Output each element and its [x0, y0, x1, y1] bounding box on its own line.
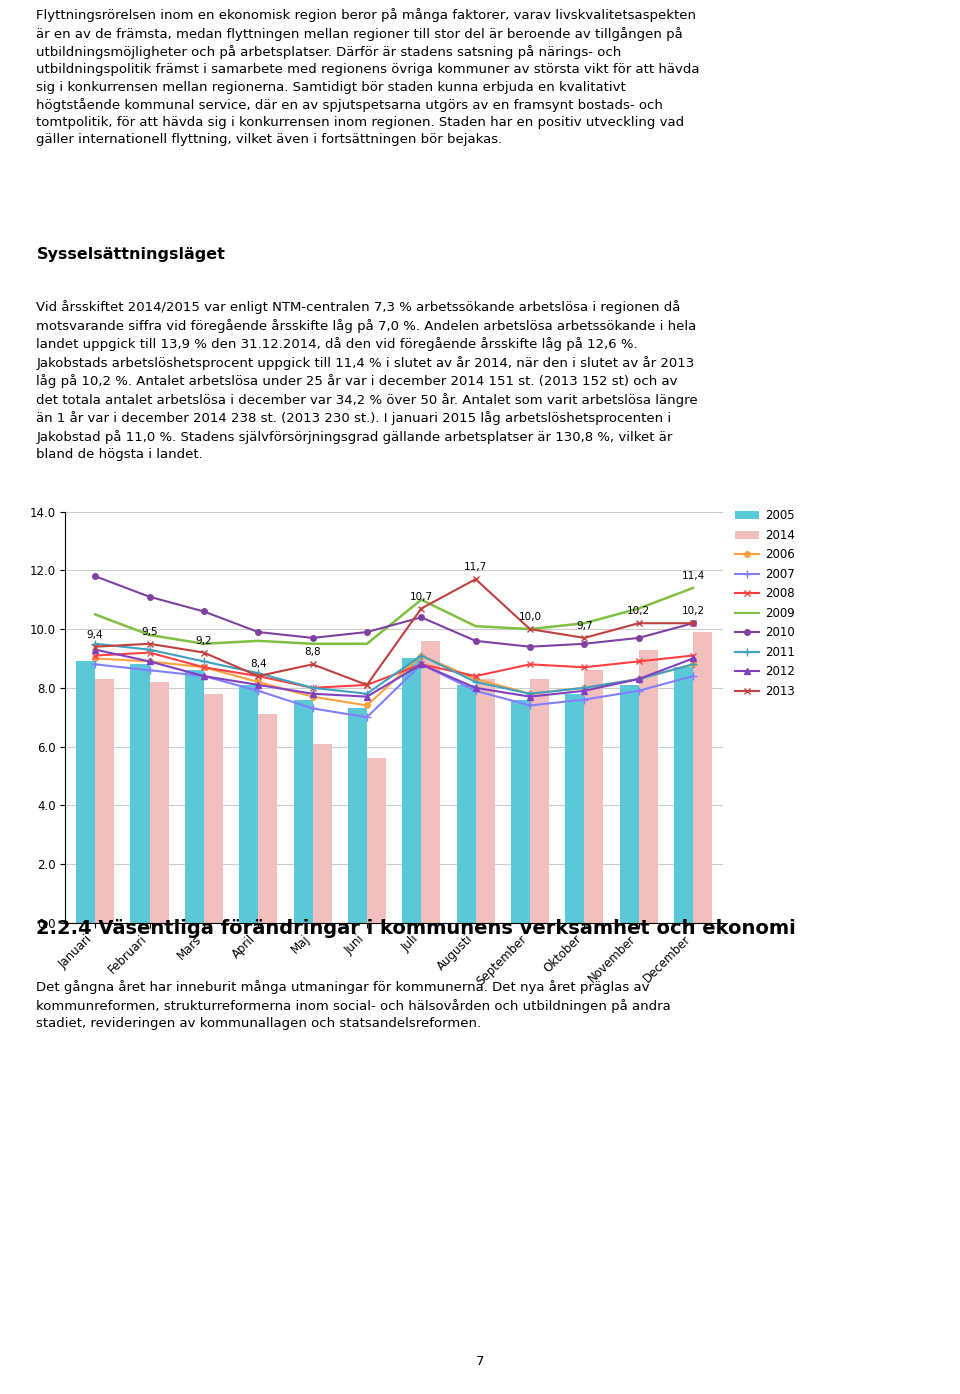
Bar: [511, 700, 530, 923]
Bar: [76, 661, 95, 923]
Bar: [131, 665, 150, 923]
Bar: [565, 694, 585, 923]
Bar: [204, 694, 223, 923]
Text: 10,2: 10,2: [627, 606, 650, 616]
Text: 10,2: 10,2: [682, 606, 705, 616]
Text: 9,4: 9,4: [86, 630, 104, 640]
Text: 8,8: 8,8: [304, 647, 321, 658]
Bar: [421, 641, 441, 923]
Text: 10,7: 10,7: [410, 591, 433, 602]
Bar: [313, 743, 331, 923]
Bar: [619, 684, 638, 923]
Text: 10,0: 10,0: [518, 612, 541, 622]
Text: 9,5: 9,5: [141, 627, 157, 637]
Bar: [239, 684, 258, 923]
Text: 11,4: 11,4: [682, 572, 705, 581]
Bar: [402, 658, 421, 923]
Text: 8,4: 8,4: [250, 659, 267, 669]
Text: Sysselsättningsläget: Sysselsättningsläget: [36, 247, 226, 262]
Text: 2.2.4 Väsentliga förändringar i kommunens verksamhet och ekonomi: 2.2.4 Väsentliga förändringar i kommunen…: [36, 919, 796, 938]
Text: 7: 7: [476, 1355, 484, 1368]
Bar: [348, 708, 367, 923]
Bar: [258, 714, 277, 923]
Bar: [150, 682, 169, 923]
Text: 9,7: 9,7: [576, 620, 592, 631]
Bar: [530, 679, 549, 923]
Bar: [674, 668, 693, 923]
Legend: 2005, 2014, 2006, 2007, 2008, 2009, 2010, 2011, 2012, 2013: 2005, 2014, 2006, 2007, 2008, 2009, 2010…: [735, 509, 795, 698]
Bar: [638, 650, 658, 923]
Bar: [367, 758, 386, 923]
Text: Flyttningsrörelsen inom en ekonomisk region beror på många faktorer, varav livsk: Flyttningsrörelsen inom en ekonomisk reg…: [36, 8, 700, 146]
Bar: [585, 671, 603, 923]
Bar: [95, 679, 114, 923]
Bar: [693, 631, 712, 923]
Bar: [457, 684, 475, 923]
Text: 9,2: 9,2: [196, 636, 212, 645]
Bar: [475, 679, 494, 923]
Bar: [294, 700, 313, 923]
Text: Vid årsskiftet 2014/2015 var enligt NTM-centralen 7,3 % arbetssökande arbetslösa: Vid årsskiftet 2014/2015 var enligt NTM-…: [36, 300, 698, 461]
Text: 11,7: 11,7: [464, 562, 488, 572]
Text: Det gångna året har inneburit många utmaningar för kommunerna. Det nya året präg: Det gångna året har inneburit många utma…: [36, 980, 671, 1030]
Bar: [185, 671, 204, 923]
